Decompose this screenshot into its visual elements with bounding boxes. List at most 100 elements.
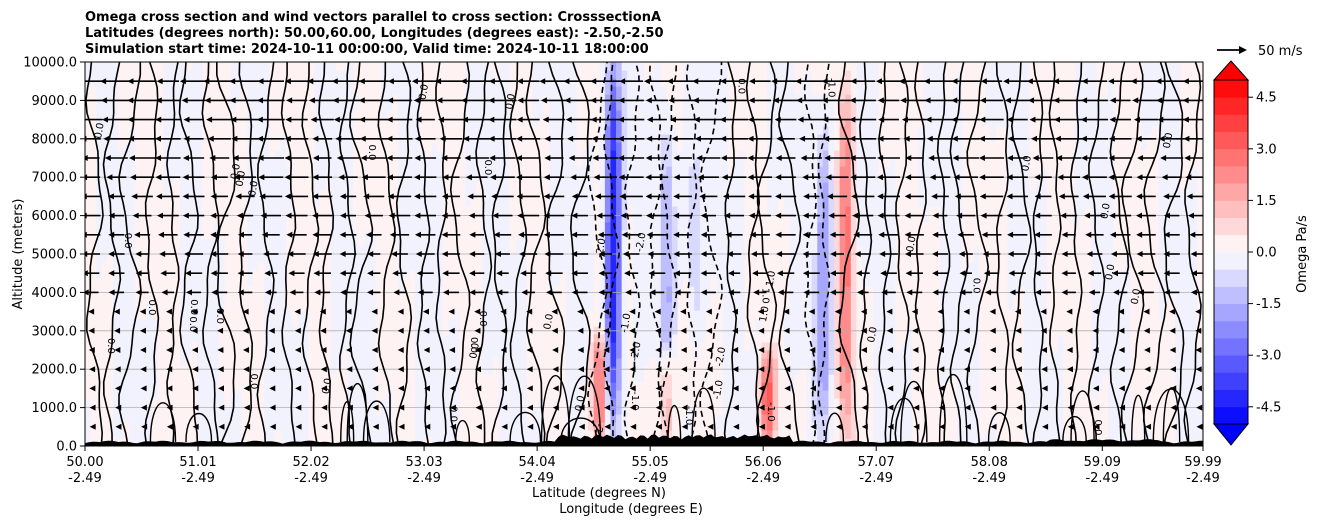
omega-cell — [448, 310, 455, 319]
omega-cell — [146, 374, 153, 383]
omega-cell — [96, 342, 103, 351]
omega-cell — [330, 102, 338, 111]
omega-cell — [230, 334, 237, 343]
omega-cell — [565, 142, 572, 151]
omega-cell — [398, 62, 405, 71]
omega-cell — [336, 374, 343, 383]
omega-cell — [476, 414, 483, 423]
omega-cell — [168, 62, 176, 71]
omega-cell — [504, 246, 511, 255]
omega-cell — [576, 390, 584, 399]
omega-cell — [129, 430, 136, 439]
omega-cell — [358, 70, 366, 79]
omega-cell — [632, 382, 640, 391]
omega-cell — [644, 134, 651, 143]
omega-cell — [314, 246, 321, 255]
omega-cell — [616, 142, 623, 151]
omega-cell — [448, 94, 455, 103]
omega-cell — [230, 214, 237, 223]
omega-cell — [163, 110, 170, 119]
omega-cell — [96, 326, 103, 335]
omega-cell — [526, 278, 533, 287]
omega-cell — [571, 238, 578, 247]
omega-cell — [358, 102, 366, 111]
omega-cell — [230, 94, 237, 103]
omega-cell — [85, 374, 92, 383]
omega-cell — [509, 214, 517, 223]
omega-cell — [185, 62, 192, 71]
omega-cell — [515, 62, 522, 71]
omega-cell — [202, 374, 209, 383]
omega-cell — [180, 246, 187, 255]
omega-cell — [582, 302, 589, 311]
omega-cell — [660, 174, 667, 183]
omega-cell — [168, 398, 176, 407]
omega-cell — [621, 262, 628, 271]
omega-cell — [398, 358, 405, 367]
omega-cell — [140, 238, 148, 247]
omega-cell — [616, 398, 623, 407]
omega-cell — [269, 302, 276, 311]
omega-cell — [565, 278, 572, 287]
omega-cell — [453, 334, 461, 343]
omega-cell — [532, 438, 539, 446]
omega-cell — [498, 94, 505, 103]
omega-cell — [431, 310, 438, 319]
omega-cell — [118, 390, 125, 399]
omega-cell — [448, 70, 455, 79]
omega-cell — [381, 374, 388, 383]
omega-cell — [297, 358, 304, 367]
omega-cell — [655, 278, 662, 287]
omega-cell — [459, 70, 466, 79]
omega-cell — [560, 414, 567, 423]
omega-cell — [532, 190, 539, 199]
omega-cell — [219, 390, 226, 399]
omega-cell — [375, 70, 382, 79]
omega-cell — [247, 118, 254, 127]
omega-cell — [576, 86, 584, 95]
omega-cell — [168, 238, 176, 247]
omega-cell — [303, 278, 310, 287]
omega-cell — [135, 358, 142, 367]
omega-cell — [124, 270, 131, 279]
omega-cell — [358, 238, 366, 247]
omega-cell — [280, 190, 287, 199]
omega-cell — [370, 158, 377, 167]
omega-cell — [358, 182, 366, 191]
omega-cell — [487, 102, 494, 111]
omega-cell — [621, 94, 628, 103]
omega-cell — [409, 262, 416, 271]
omega-cell — [330, 150, 338, 159]
omega-cell — [191, 118, 198, 127]
omega-cell — [124, 382, 131, 391]
omega-cell — [660, 158, 667, 167]
omega-cell — [275, 350, 282, 359]
omega-cell — [604, 198, 612, 207]
omega-cell — [571, 94, 578, 103]
omega-cell — [560, 222, 567, 231]
omega-cell — [420, 406, 427, 415]
omega-cell — [152, 278, 159, 287]
omega-cell — [481, 334, 489, 343]
omega-cell — [610, 166, 617, 175]
omega-cell — [582, 150, 589, 159]
omega-cell — [314, 94, 321, 103]
omega-cell — [632, 358, 640, 367]
omega-cell — [213, 374, 220, 383]
chart-title-line-3: Simulation start time: 2024-10-11 00:00:… — [85, 42, 649, 57]
omega-cell — [185, 158, 192, 167]
omega-cell — [174, 374, 181, 383]
omega-cell — [112, 86, 120, 95]
omega-cell — [370, 350, 377, 359]
omega-cell — [560, 214, 567, 223]
omega-cell — [532, 358, 539, 367]
omega-cell — [554, 262, 561, 271]
omega-cell — [632, 334, 640, 343]
omega-cell — [493, 382, 500, 391]
omega-cell — [258, 110, 265, 119]
omega-cell — [168, 174, 176, 183]
omega-cell — [593, 262, 600, 271]
omega-cell — [649, 174, 656, 183]
omega-cell — [325, 374, 332, 383]
omega-cell — [146, 286, 153, 295]
